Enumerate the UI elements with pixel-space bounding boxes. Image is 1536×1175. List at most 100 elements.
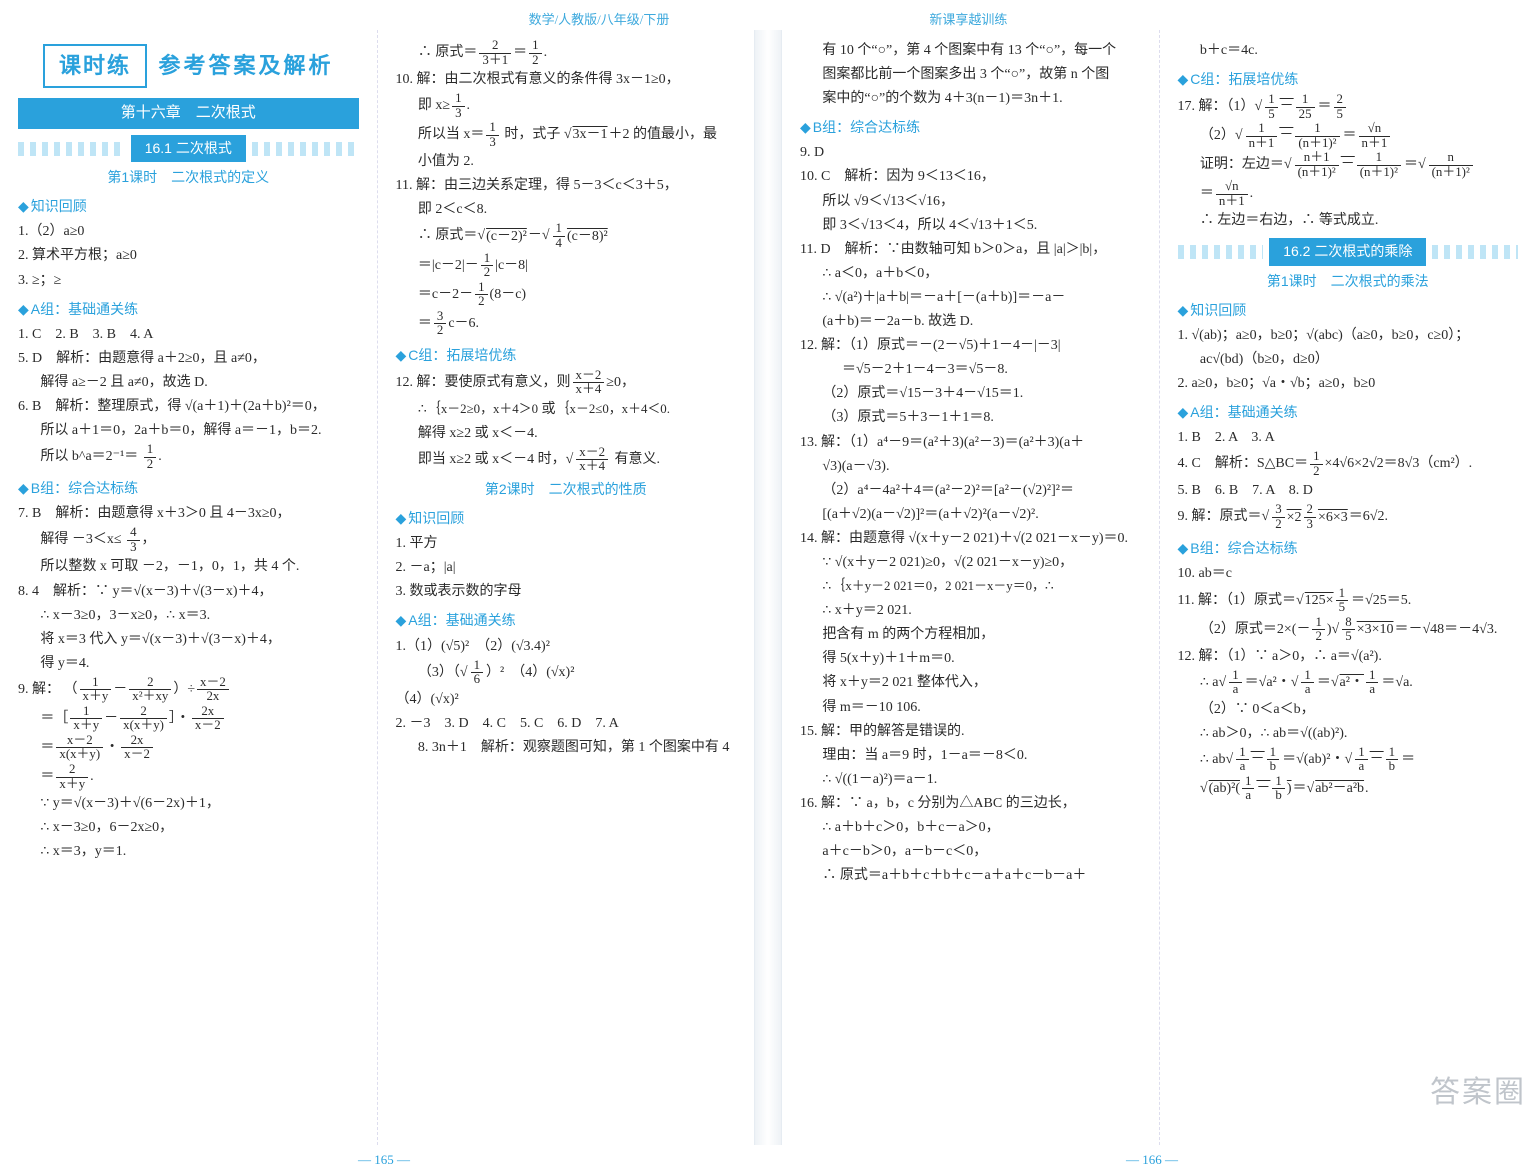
- text-line: 10. ab＝c: [1178, 562, 1519, 585]
- text-line: b＋c＝4c.: [1178, 39, 1519, 62]
- text-line: ∴ x－3≥0，6－2x≥0，: [18, 816, 359, 839]
- lesson-label: 第1课时 二次根式的定义: [18, 166, 359, 189]
- page-number-left: — 165 —: [358, 1152, 410, 1168]
- text-line: ＝［1x＋y－2x(x＋y)］・2xx－2: [18, 705, 359, 733]
- text-line: 1.（2）a≥0: [18, 220, 359, 243]
- section-pill: 16.2 二次根式的乘除: [1269, 238, 1426, 265]
- text-line: 得 m＝－10 106.: [800, 696, 1141, 719]
- text-line: 6. B 解析：整理原式，得 √(a＋1)＋(2a＋b)²＝0，: [18, 395, 359, 418]
- text-line: 3. 数或表示数的字母: [396, 580, 737, 603]
- text-line: (a＋b)＝－2a－b. 故选 D.: [800, 310, 1141, 333]
- text-line: 有 10 个“○”，第 4 个图案中有 13 个“○”，每一个: [800, 39, 1141, 62]
- text-line: 解得 －3＜x≤ 43，: [18, 526, 359, 554]
- text-line: 7. B 解析：由题意得 x＋3＞0 且 4－3x≥0，: [18, 502, 359, 525]
- text-line: 5. B 6. B 7. A 8. D: [1178, 479, 1519, 502]
- text-line: 将 x＋y＝2 021 整体代入，: [800, 671, 1141, 694]
- text-line: ∴ a＋b＋c＞0，b＋c－a＞0，: [800, 816, 1141, 839]
- text-line: ∴ 原式＝23＋1＝12.: [396, 39, 737, 67]
- text-line: ac√(bd)（b≥0，d≥0）: [1178, 348, 1519, 371]
- text-line: 12. 解：（1）∵ a＞0，∴ a＝√(a²).: [1178, 645, 1519, 668]
- text-line: ＝|c－2|－12|c－8|: [396, 252, 737, 280]
- text-line: 将 x＝3 代入 y＝√(x－3)＋√(3－x)＋4，: [18, 628, 359, 651]
- text-line: 16. 解：∵ a，b，c 分别为△ABC 的三边长，: [800, 792, 1141, 815]
- text-line: 即当 x≥2 或 x＜－4 时，√x－2x＋4 有意义.: [396, 446, 737, 474]
- text-line: ∴ x＋y＝2 021.: [800, 599, 1141, 622]
- group-b: B组：综合达标练: [1178, 537, 1519, 560]
- text-line: ∴ x＝3，y＝1.: [18, 840, 359, 863]
- text-line: 所以 b^a＝2⁻¹＝ 12.: [18, 443, 359, 471]
- text-line: 1. 平方: [396, 532, 737, 555]
- text-line: √3)(a－√3).: [800, 455, 1141, 478]
- text-line: ＝32c－6.: [396, 310, 737, 338]
- text-line: √(ab)²(1a－1b)＝√ab²－a²b.: [1178, 775, 1519, 803]
- fraction: 12: [144, 443, 156, 471]
- group-a: A组：基础通关练: [18, 298, 359, 321]
- text-line: 即 3＜√13＜4，所以 4＜√13＋1＜5.: [800, 214, 1141, 237]
- text-line: ∵ √(x＋y－2 021)≥0，√(2 021－x－y)≥0，: [800, 551, 1141, 574]
- text-line: 解得 a≥－2 且 a≠0，故选 D.: [18, 371, 359, 394]
- text-line: 小值为 2.: [396, 150, 737, 173]
- section-bar-16-1: 16.1 二次根式: [18, 135, 359, 162]
- text-line: （2）原式＝2×(－12)√85×3×10＝－√48＝－4√3.: [1178, 616, 1519, 644]
- text-line: ∴ a√1a＝√a²・√1a＝√a²・1a＝√a.: [1178, 669, 1519, 697]
- text-line: 8. 4 解析：∵ y＝√(x－3)＋√(3－x)＋4，: [18, 580, 359, 603]
- text-line: 得 y＝4.: [18, 652, 359, 675]
- running-header: 数学/人教版/八年级/下册 新课享越训练: [0, 0, 1536, 30]
- header-right: 新课享越训练: [929, 9, 1007, 28]
- text-line: （2）a⁴－4a²＋4＝(a²－2)²＝[a²－(√2)²]²＝: [800, 479, 1141, 502]
- text-line: 4. C 解析：S△BC＝12×4√6×2√2＝8√3（cm²）.: [1178, 450, 1519, 478]
- text-line: ∴ ab＞0，∴ ab＝√((ab)²).: [1178, 722, 1519, 745]
- text-line: 13. 解：（1）a⁴－9＝(a²＋3)(a²－3)＝(a²＋3)(a＋: [800, 431, 1141, 454]
- group-zshg: 知识回顾: [18, 195, 359, 218]
- text-line: 所以当 x＝13 时，式子 √3x－1＋2 的值最小，最: [396, 121, 737, 149]
- text-line: 所以 a＋1＝0，2a＋b＝0，解得 a＝－1，b＝2.: [18, 419, 359, 442]
- text-line: 理由：当 a＝9 时，1－a＝－8＜0.: [800, 744, 1141, 767]
- text-line: 11. D 解析：∵由数轴可知 b＞0＞a，且 |a|＞|b|，: [800, 238, 1141, 261]
- text-line: 1. √(ab)；a≥0，b≥0；√(abc)（a≥0，b≥0，c≥0）；: [1178, 324, 1519, 347]
- text-line: 15. 解：甲的解答是错误的.: [800, 720, 1141, 743]
- text-line: 9. 解：原式＝√32×223×6×3＝6√2.: [1178, 503, 1519, 531]
- page-title: 课时练 参考答案及解析: [18, 44, 359, 88]
- text-line: ∴｛x－2≥0，x＋4＞0 或｛x－2≤0，x＋4＜0.: [396, 398, 737, 421]
- text-line: ＝√nn＋1.: [1178, 180, 1519, 208]
- text-line: 所以 √9＜√13＜√16，: [800, 190, 1141, 213]
- text-line: 12. 解：（1）原式＝－(2－√5)＋1－4－|－3|: [800, 334, 1141, 357]
- text-line: ＝2x＋y.: [18, 763, 359, 791]
- text-line: [(a＋√2)(a－√2)]²＝(a＋√2)²(a－√2)².: [800, 503, 1141, 526]
- text-line: 2. a≥0，b≥0；√a・√b；a≥0，b≥0: [1178, 372, 1519, 395]
- text-line: 8. 3n＋1 解析：观察题图可知，第 1 个图案中有 4: [396, 736, 737, 759]
- text-line: 10. 解：由二次根式有意义的条件得 3x－1≥0，: [396, 68, 737, 91]
- text-line: （2）√1n＋1－1(n＋1)²＝√nn＋1: [1178, 122, 1519, 150]
- text-line: 14. 解：由题意得 √(x＋y－2 021)＋√(2 021－x－y)＝0.: [800, 527, 1141, 550]
- title-box: 课时练: [43, 44, 147, 88]
- title-after: 参考答案及解析: [159, 48, 334, 84]
- group-c: C组：拓展培优练: [1178, 68, 1519, 91]
- text-line: 得 5(x＋y)＋1＋m＝0.: [800, 647, 1141, 670]
- text-line: 11. 解：由三边关系定理，得 5－3＜c＜3＋5，: [396, 174, 737, 197]
- text-line: ∴ 原式＝√(c－2)²－√14(c－8)²: [396, 222, 737, 250]
- text-line: 1. C 2. B 3. B 4. A: [18, 323, 359, 346]
- text-line: ∵ y＝√(x－3)＋√(6－2x)＋1，: [18, 792, 359, 815]
- text-line: （4）(√x)²: [396, 688, 737, 711]
- text-line: 所以整数 x 可取 －2，－1，0，1，共 4 个.: [18, 555, 359, 578]
- column-2: ∴ 原式＝23＋1＝12. 10. 解：由二次根式有意义的条件得 3x－1≥0，…: [377, 30, 755, 1145]
- text-line: 把含有 m 的两个方程相加，: [800, 623, 1141, 646]
- page-footer: — 165 — — 166 —: [0, 1145, 1536, 1175]
- text-line: ＝√5－2＋1－4－3＝√5－8.: [800, 358, 1141, 381]
- text-line: 证明：左边＝√n＋1(n＋1)²－1(n＋1)²＝√n(n＋1)²: [1178, 151, 1519, 179]
- group-b: B组：综合达标练: [800, 116, 1141, 139]
- text-line: 12. 解：要使原式有意义，则x－2x＋4≥0，: [396, 369, 737, 397]
- watermark: 答案圈: [1430, 1068, 1526, 1118]
- column-3: 有 10 个“○”，第 4 个图案中有 13 个“○”，每一个 图案都比前一个图…: [782, 30, 1159, 1145]
- text-line: 10. C 解析：因为 9＜13＜16，: [800, 165, 1141, 188]
- text-line: 1. B 2. A 3. A: [1178, 426, 1519, 449]
- group-c: C组：拓展培优练: [396, 344, 737, 367]
- text-line: 9. 解： （1x＋y－2x²＋xy）÷x－22x: [18, 676, 359, 704]
- text-line: ∴ √((1－a)²)＝a－1.: [800, 768, 1141, 791]
- section-bar-16-2: 16.2 二次根式的乘除: [1178, 238, 1519, 265]
- column-1: 课时练 参考答案及解析 第十六章 二次根式 16.1 二次根式 第1课时 二次根…: [0, 30, 377, 1145]
- text-line: 图案都比前一个图案多出 3 个“○”，故第 n 个图: [800, 63, 1141, 86]
- text-line: ∴ ab√1a－1b＝√(ab)²・√1a－1b＝: [1178, 746, 1519, 774]
- text-line: ∴ √(a²)＋|a＋b|＝－a＋[－(a＋b)]＝－a－: [800, 286, 1141, 309]
- chapter-bar: 第十六章 二次根式: [18, 98, 359, 129]
